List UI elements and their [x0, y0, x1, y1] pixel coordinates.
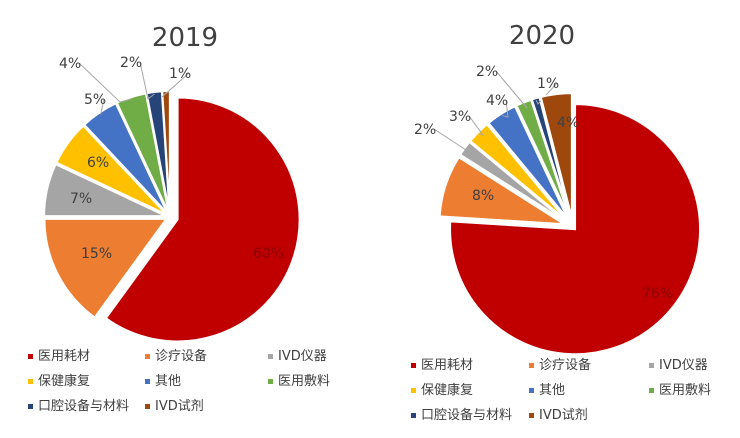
data-label-2020-诊疗设备: 8%: [472, 188, 494, 204]
pie-slice-2019-诊疗设备: [43, 217, 169, 319]
leader-line: [78, 62, 132, 103]
pie-slice-2019-医用耗材: [104, 96, 301, 343]
legend-swatch-IVD试剂: [529, 413, 534, 418]
legend-item-IVD仪器: IVD仪器: [659, 358, 708, 373]
pie-slice-2019-IVD试剂: [161, 90, 171, 214]
legend-swatch-诊疗设备: [529, 363, 534, 368]
legend-swatch-医用耗材: [28, 354, 33, 359]
legend-item-口腔设备与材料: 口腔设备与材料: [38, 398, 129, 414]
leader-line: [139, 61, 155, 100]
pie-slice-2020-口腔设备与材料: [530, 96, 572, 219]
legend-swatch-口腔设备与材料: [411, 413, 416, 418]
data-label-2019-保健康复: 6%: [87, 155, 109, 171]
data-label-2019-医用敷料: 4%: [59, 56, 81, 72]
legend-item-医用敷料: 医用敷料: [278, 374, 330, 389]
pie-slice-2020-保健康复: [468, 122, 568, 222]
chart-title-2019: 2019: [152, 23, 218, 53]
data-label-2020-IVD仪器: 2%: [414, 122, 436, 138]
legend-item-IVD仪器: IVD仪器: [278, 349, 327, 364]
pie-slice-2020-IVD试剂: [539, 92, 573, 219]
data-label-2019-IVD仪器: 7%: [70, 191, 92, 207]
legend-item-诊疗设备: 诊疗设备: [155, 348, 207, 364]
leader-line: [495, 70, 528, 109]
leader-line: [161, 72, 190, 98]
data-label-2020-医用耗材: 76%: [642, 286, 673, 302]
legend-swatch-IVD试剂: [145, 404, 150, 409]
chart-title-2020: 2020: [509, 21, 575, 51]
data-label-2019-IVD试剂: 1%: [169, 66, 191, 82]
data-label-2020-保健康复: 3%: [449, 109, 471, 125]
leader-line: [433, 128, 467, 151]
legend-swatch-IVD仪器: [268, 354, 273, 359]
legend-swatch-其他: [529, 388, 534, 393]
data-label-2019-口腔设备与材料: 2%: [120, 55, 142, 71]
legend-item-保健康复: 保健康复: [421, 382, 473, 398]
data-label-2019-其他: 5%: [84, 92, 106, 108]
data-label-2020-医用敷料: 2%: [476, 64, 498, 80]
data-label-2020-其他: 4%: [486, 93, 508, 109]
leader-line: [502, 99, 509, 118]
pie-slice-2019-其他: [82, 101, 169, 215]
legend-swatch-其他: [145, 379, 150, 384]
pie-slice-2020-医用耗材: [449, 103, 702, 356]
data-label-2019-医用耗材: 60%: [253, 246, 284, 262]
leader-line: [99, 98, 105, 115]
legend-swatch-保健康复: [28, 379, 33, 384]
legend-item-医用敷料: 医用敷料: [659, 383, 711, 398]
data-label-2019-诊疗设备: 15%: [81, 246, 112, 262]
legend-item-医用耗材: 医用耗材: [421, 358, 473, 373]
pie-slice-2020-其他: [487, 104, 570, 221]
legend-item-保健康复: 保健康复: [38, 373, 90, 389]
legend-swatch-医用敷料: [649, 388, 654, 393]
legend-swatch-口腔设备与材料: [28, 404, 33, 409]
pie-slice-2019-IVD仪器: [43, 162, 167, 218]
legend-item-诊疗设备: 诊疗设备: [539, 357, 591, 373]
legend-swatch-医用敷料: [268, 379, 273, 384]
pie-slice-2020-诊疗设备: [438, 155, 565, 226]
legend-item-IVD试剂: IVD试剂: [539, 408, 588, 423]
legend-swatch-医用耗材: [411, 363, 416, 368]
pie-slice-2020-IVD仪器: [458, 140, 567, 223]
legend-item-口腔设备与材料: 口腔设备与材料: [421, 407, 512, 423]
legend-item-其他: 其他: [155, 374, 181, 389]
pie-slice-2019-保健康复: [55, 124, 168, 216]
data-label-2020-IVD试剂: 4%: [557, 115, 579, 131]
legend-item-其他: 其他: [539, 383, 565, 398]
legend-swatch-保健康复: [411, 388, 416, 393]
legend-item-医用耗材: 医用耗材: [38, 349, 90, 364]
leader-line: [468, 115, 485, 137]
legend-item-IVD试剂: IVD试剂: [155, 399, 204, 414]
legend-swatch-IVD仪器: [649, 363, 654, 368]
data-label-2020-口腔设备与材料: 1%: [537, 76, 559, 92]
legend-swatch-诊疗设备: [145, 354, 150, 359]
leader-line: [535, 82, 558, 105]
